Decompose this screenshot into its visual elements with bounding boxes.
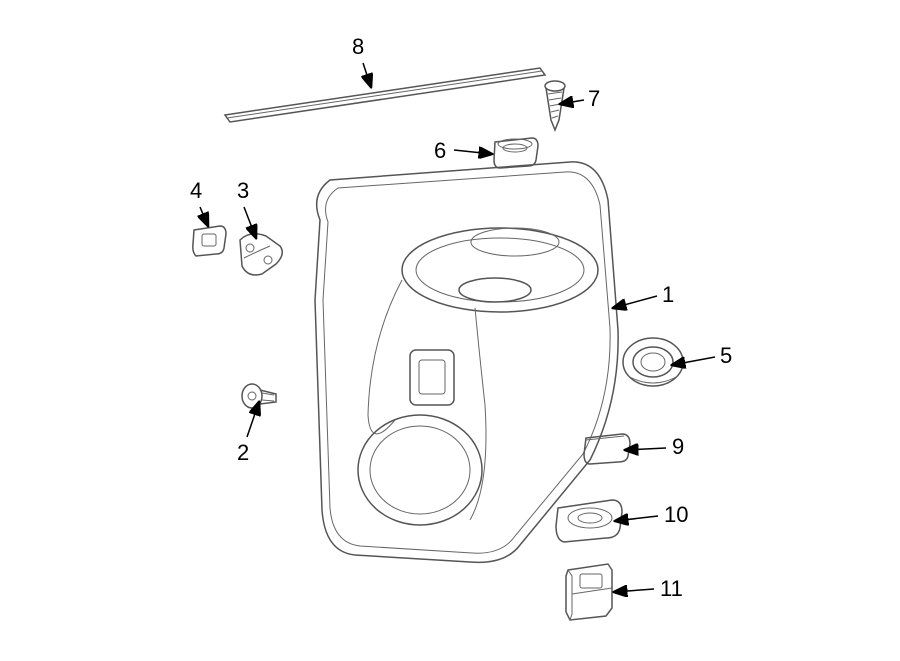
callout-label-2: 2 (237, 442, 249, 464)
callout-label-4: 4 (190, 180, 202, 202)
part-grommet (490, 132, 540, 172)
part-clip (190, 222, 230, 258)
part-bracket (232, 228, 288, 280)
callout-label-5: 5 (720, 345, 732, 367)
callout-label-7: 7 (588, 88, 600, 110)
callout-label-9: 9 (672, 436, 684, 458)
part-screw (540, 78, 570, 133)
part-switch-bezel (550, 494, 628, 544)
callout-label-3: 3 (237, 180, 249, 202)
diagram-stage: 1 2 3 4 5 6 7 8 9 10 11 (0, 0, 900, 661)
callout-label-6: 6 (434, 140, 446, 162)
callout-label-1: 1 (662, 284, 674, 306)
callout-label-10: 10 (664, 504, 688, 526)
part-handle-bezel (618, 332, 688, 394)
part-belt-molding (220, 60, 550, 130)
callout-label-11: 11 (660, 578, 683, 600)
part-switch (558, 558, 622, 624)
part-fastener (238, 378, 282, 418)
part-plug-cap (580, 428, 634, 468)
callout-label-8: 8 (352, 36, 364, 58)
